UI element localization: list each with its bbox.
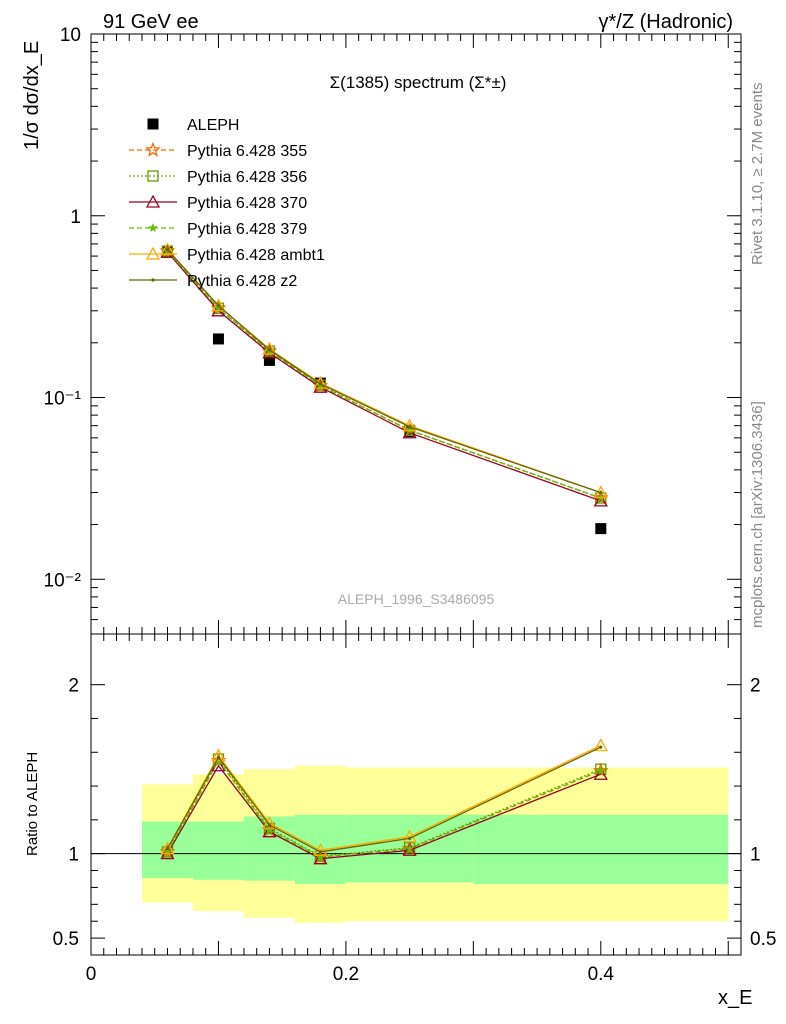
main-panel: 10⁻² 10⁻¹ 1 10 Σ(1385) spectrum (Σ*±) 1/σ d… <box>21 25 742 635</box>
legend-label: Pythia 6.428 z2 <box>187 273 297 290</box>
legend-label: Pythia 6.428 356 <box>187 169 307 186</box>
x-tick-label: 0.2 <box>333 964 359 985</box>
y-tick-label: 10⁻¹ <box>44 389 82 410</box>
ratio-data-point <box>402 842 417 856</box>
watermark: ALEPH_1996_S3486095 <box>338 591 495 607</box>
legend-marker <box>148 223 158 232</box>
ratio-frame <box>90 633 742 956</box>
series-line <box>167 249 602 494</box>
side-text-top: Rivet 3.1.10, ≥ 2.7M events <box>749 83 766 266</box>
data-point <box>160 242 175 256</box>
ratio-series-line <box>166 759 602 858</box>
data-point <box>267 348 272 352</box>
series-line <box>167 251 602 502</box>
data-point <box>212 333 224 345</box>
ratio-data-point <box>408 836 412 841</box>
ratio-data-point <box>216 755 221 759</box>
ratio-y-tick-label-right: 2 <box>750 676 761 697</box>
series-line <box>167 250 602 499</box>
ratio-series-line <box>166 757 602 857</box>
ratio-data-point <box>596 765 606 775</box>
main-series-group <box>159 242 609 535</box>
y-tick-label: 10⁻² <box>44 570 82 591</box>
data-point <box>593 493 608 507</box>
ratio-series-line <box>166 764 602 860</box>
main-ticks <box>90 33 741 635</box>
header-left: 91 GeV ee <box>103 11 199 33</box>
data-point <box>213 303 224 313</box>
ratio-series-group <box>159 738 609 865</box>
data-point <box>262 341 277 355</box>
ratio-data-point <box>315 852 326 862</box>
data-point <box>165 248 170 252</box>
y-axis-label: 1/σ dσ/dx_E <box>21 41 43 150</box>
ratio-data-point <box>267 823 272 827</box>
ratio-data-point <box>165 846 170 851</box>
data-point <box>211 298 226 312</box>
data-point <box>404 425 415 435</box>
data-point <box>408 425 412 429</box>
ratio-data-point <box>162 846 173 856</box>
legend-label: ALEPH <box>187 117 239 134</box>
ratio-data-point <box>599 745 603 749</box>
ratio-y-tick-label: 2 <box>68 676 79 697</box>
legend-marker <box>145 194 161 208</box>
ratio-y-tick-label-right: 1 <box>750 845 761 866</box>
ratio-data-point <box>595 763 607 775</box>
ratio-bands <box>141 765 729 923</box>
header-right: γ*/Z (Hadronic) <box>599 11 733 33</box>
x-axis-label: x_E <box>718 987 752 1009</box>
data-point <box>160 244 175 258</box>
series-line <box>167 250 602 499</box>
x-tick-label: 0 <box>86 964 97 985</box>
ratio-series-line <box>166 744 602 851</box>
data-point <box>595 523 607 535</box>
ratio-data-point <box>262 815 277 829</box>
ratio-y-tick-label: 0.5 <box>53 929 79 950</box>
ratio-data-point <box>313 851 328 865</box>
y-tick-label: 1 <box>70 207 81 228</box>
ratio-data-point <box>264 825 275 834</box>
ratio-y-tick-label: 1 <box>68 845 79 866</box>
data-point <box>599 490 603 495</box>
ratio-ticks <box>90 634 741 955</box>
data-point <box>313 375 328 389</box>
legend-label: Pythia 6.428 370 <box>187 195 307 212</box>
ratio-tick-labels: 0.5 0.5 1 1 2 2 0 0.2 0.4 <box>53 676 777 985</box>
ratio-y-axis-label: Ratio to ALEPH <box>24 752 41 856</box>
data-point <box>318 382 323 386</box>
main-y-tick-labels: 10⁻² 10⁻¹ 1 10 <box>44 25 82 591</box>
data-point <box>216 304 221 308</box>
ratio-data-point <box>593 766 608 780</box>
x-tick-label: 0.4 <box>588 964 615 985</box>
legend-marker <box>147 118 159 130</box>
chart-title: Σ(1385) spectrum (Σ*±) <box>330 73 507 92</box>
legend-label: Pythia 6.428 379 <box>187 221 307 238</box>
legend-marker <box>147 170 159 182</box>
legend-label: Pythia 6.428 ambt1 <box>187 247 325 264</box>
ratio-data-point <box>318 850 323 854</box>
legend-marker <box>145 246 161 260</box>
ratio-panel: 0.5 0.5 1 1 2 2 0 0.2 0.4 Ratio to ALEPH x_E <box>24 633 777 1009</box>
band-green <box>192 821 244 880</box>
band-green <box>473 814 729 885</box>
ratio-data-point <box>160 841 175 855</box>
ratio-data-point <box>593 738 608 752</box>
ratio-series-line <box>166 746 602 853</box>
ratio-data-point <box>404 843 415 853</box>
legend-marker <box>151 278 155 282</box>
legend-marker <box>145 141 161 157</box>
legend: ALEPH Pythia 6.428 355 Pythia 6.428 356 Pyt… <box>129 117 325 290</box>
ratio-y-tick-label-right: 0.5 <box>750 929 776 950</box>
data-point <box>402 425 417 439</box>
side-text-bottom: mcplots.cern.ch [arXiv:1306.3436] <box>749 401 766 628</box>
data-point <box>263 354 275 366</box>
legend-label: Pythia 6.428 355 <box>187 143 307 160</box>
data-point <box>313 379 328 393</box>
y-tick-label: 10 <box>60 25 81 46</box>
ratio-data-point <box>211 748 226 762</box>
